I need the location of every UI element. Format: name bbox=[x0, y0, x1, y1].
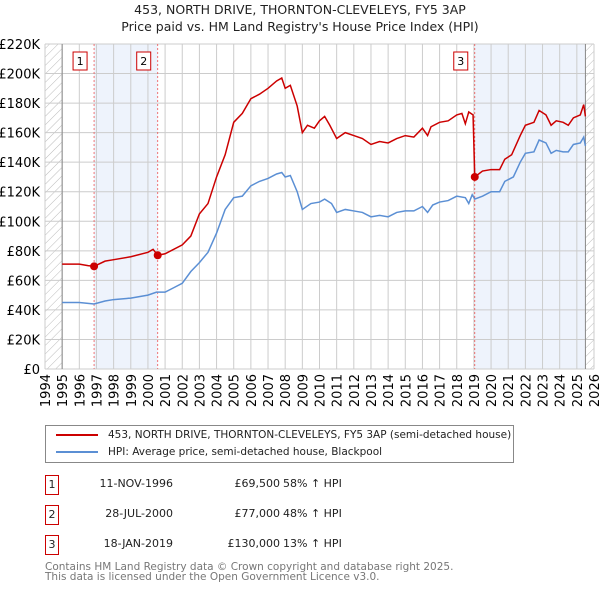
y-tick-label: £120K bbox=[0, 186, 40, 201]
x-tick-label: 2020 bbox=[485, 374, 500, 407]
y-tick-label: £60K bbox=[7, 274, 41, 289]
legend: 453, NORTH DRIVE, THORNTON-CLEVELEYS, FY… bbox=[45, 425, 514, 463]
price-chart: £0 £20K £40K £60K £80K £100K £120K £140K £160K £1… bbox=[0, 38, 600, 407]
sale-badge-text: 3 bbox=[457, 55, 464, 68]
sale-badge-text: 2 bbox=[140, 55, 147, 68]
property-line bbox=[62, 76, 587, 268]
x-tick-label: 2026 bbox=[588, 374, 600, 407]
sale-number: 3 bbox=[45, 535, 59, 555]
x-tick-label: 2016 bbox=[416, 374, 431, 407]
x-tick-label: 2007 bbox=[262, 374, 277, 407]
sale-badge-1 bbox=[72, 51, 88, 71]
x-tick-label: 1995 bbox=[56, 374, 71, 407]
footer: Contains HM Land Registry data © Crown c… bbox=[45, 561, 454, 583]
sale-row: 1 11-NOV-1996 £69,500 58% ↑ HPI bbox=[45, 475, 545, 495]
x-tick-label: 2014 bbox=[382, 374, 397, 407]
legend-blue-line bbox=[56, 451, 98, 453]
chart-subtitle: Price paid vs. HM Land Registry's House … bbox=[121, 19, 479, 34]
y-tick-label: £20K bbox=[7, 333, 41, 348]
y-tick-label: £140K bbox=[0, 156, 40, 171]
y-tick-label: £220K bbox=[0, 38, 40, 53]
sale-marker-3 bbox=[470, 172, 479, 181]
x-tick-label: 1999 bbox=[125, 374, 140, 407]
footer-line2: This data is licensed under the Open Gov… bbox=[45, 571, 380, 583]
sale-price: £69,500 bbox=[234, 477, 281, 490]
x-tick-label: 2021 bbox=[502, 374, 517, 407]
x-tick-label: 2017 bbox=[434, 374, 449, 407]
sale-badge-2 bbox=[136, 51, 152, 71]
x-tick-label: 2010 bbox=[314, 374, 329, 407]
hatch-right bbox=[585, 44, 594, 369]
y-tick-label: £160K bbox=[0, 127, 40, 142]
sale-marker-2 bbox=[153, 251, 162, 260]
x-tick-label: 2011 bbox=[331, 374, 346, 407]
hpi-line bbox=[62, 134, 587, 305]
footer-line1: Contains HM Land Registry data © Crown c… bbox=[45, 561, 454, 573]
x-tick-label: 2000 bbox=[142, 374, 157, 407]
x-tick-label: 2003 bbox=[193, 374, 208, 407]
x-tick-label: 2013 bbox=[365, 374, 380, 407]
x-tick-label: 2023 bbox=[537, 374, 552, 407]
sale-row: 2 28-JUL-2000 £77,000 48% ↑ HPI bbox=[45, 505, 545, 525]
x-tick-label: 2024 bbox=[554, 374, 569, 407]
shade-1-2 bbox=[94, 44, 158, 369]
sale-badge-text: 1 bbox=[77, 55, 84, 68]
x-tick-label: 2019 bbox=[468, 374, 483, 407]
x-tick-label: 2012 bbox=[348, 374, 363, 407]
x-tick-label: 2008 bbox=[279, 374, 294, 407]
x-tick-label: 2018 bbox=[451, 374, 466, 407]
x-tick-label: 2004 bbox=[211, 374, 226, 407]
legend-property: 453, NORTH DRIVE, THORNTON-CLEVELEYS, FY… bbox=[108, 429, 512, 441]
shade-3 bbox=[474, 44, 586, 369]
y-tick-label: £80K bbox=[7, 245, 41, 260]
sale-date: 28-JUL-2000 bbox=[105, 507, 173, 520]
x-tick-label: 2015 bbox=[399, 374, 414, 407]
x-tick-label: 2022 bbox=[519, 374, 534, 407]
sale-price: £77,000 bbox=[234, 507, 281, 520]
sale-date: 11-NOV-1996 bbox=[99, 477, 173, 490]
sale-price: £130,000 bbox=[227, 537, 281, 550]
sale-hpi: 58% ↑ HPI bbox=[283, 477, 342, 490]
x-tick-label: 2025 bbox=[571, 374, 586, 407]
legend-hpi: HPI: Average price, semi-detached house,… bbox=[108, 446, 383, 458]
x-tick-label: 2006 bbox=[245, 374, 260, 407]
sale-number: 1 bbox=[45, 475, 59, 495]
sale-date: 18-JAN-2019 bbox=[103, 537, 173, 550]
y-tick-label: £200K bbox=[0, 68, 40, 83]
sale-number: 2 bbox=[45, 505, 59, 525]
sale-hpi: 13% ↑ HPI bbox=[283, 537, 342, 550]
y-tick-label: £100K bbox=[0, 215, 40, 230]
x-tick-label: 2009 bbox=[296, 374, 311, 407]
x-tick-label: 2002 bbox=[176, 374, 191, 407]
x-tick-label: 2001 bbox=[159, 374, 174, 407]
y-tick-label: £40K bbox=[7, 304, 41, 319]
x-tick-label: 1998 bbox=[108, 374, 123, 407]
y-tick-label: £0 bbox=[23, 363, 40, 378]
sale-marker-1 bbox=[90, 262, 99, 271]
x-tick-label: 2005 bbox=[228, 374, 243, 407]
x-tick-label: 1996 bbox=[73, 374, 88, 407]
chart-title: 453, NORTH DRIVE, THORNTON-CLEVELEYS, FY… bbox=[134, 2, 466, 17]
sale-badge-3 bbox=[453, 51, 469, 71]
legend-red-line bbox=[56, 434, 98, 436]
sale-hpi: 48% ↑ HPI bbox=[283, 507, 342, 520]
sale-row: 3 18-JAN-2019 £130,000 13% ↑ HPI bbox=[45, 535, 545, 555]
x-tick-label: 1997 bbox=[90, 374, 105, 407]
y-tick-label: £180K bbox=[0, 97, 40, 112]
x-tick-label: 1994 bbox=[39, 374, 54, 407]
hatch-left bbox=[45, 44, 63, 369]
